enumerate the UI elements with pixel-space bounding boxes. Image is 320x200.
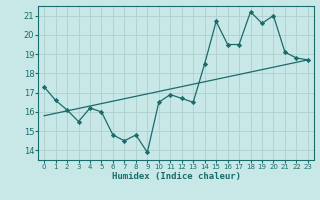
X-axis label: Humidex (Indice chaleur): Humidex (Indice chaleur)	[111, 172, 241, 181]
